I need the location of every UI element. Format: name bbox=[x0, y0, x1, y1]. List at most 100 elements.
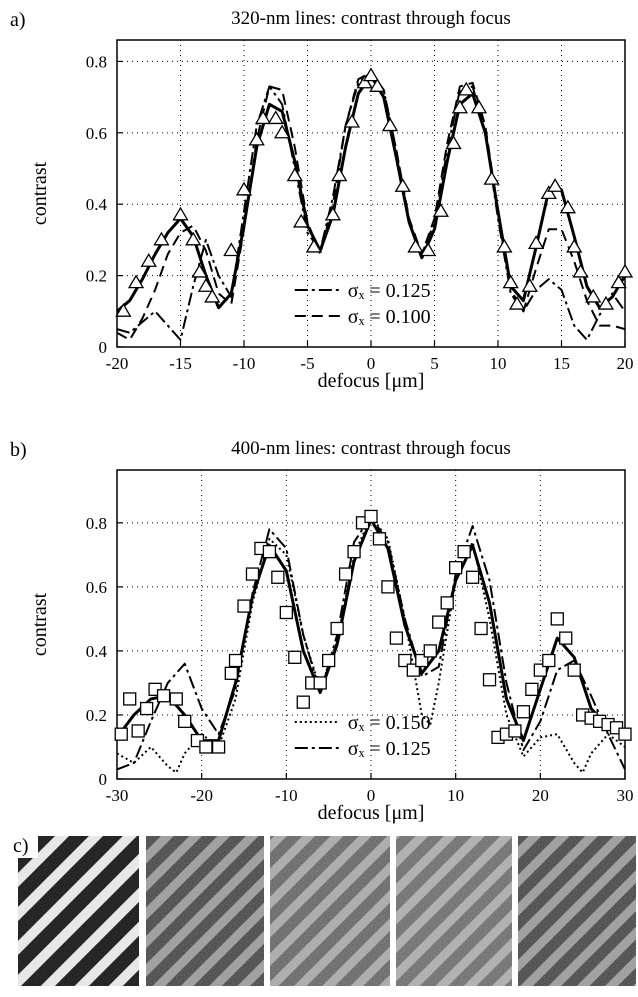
image-noise bbox=[270, 836, 390, 986]
panel-label: a) bbox=[10, 9, 26, 31]
data-point bbox=[508, 724, 522, 738]
x-tick-label: 20 bbox=[532, 786, 549, 805]
data-point bbox=[542, 653, 556, 668]
data-point bbox=[451, 99, 469, 114]
data-point bbox=[172, 206, 189, 221]
data-point bbox=[228, 653, 243, 668]
data-point bbox=[502, 274, 519, 289]
legend-label: σₓ = 0.125 bbox=[348, 738, 431, 760]
data-point bbox=[330, 621, 344, 636]
legend: σₓ = 0.125 σₓ = 0.100 bbox=[294, 280, 431, 328]
data-point bbox=[457, 545, 471, 559]
image-noise bbox=[518, 836, 636, 986]
data-point bbox=[618, 727, 632, 741]
data-point bbox=[114, 727, 128, 741]
image-noise bbox=[18, 836, 139, 986]
data-point bbox=[585, 288, 602, 303]
data-point bbox=[364, 509, 378, 524]
x-tick-label: 0 bbox=[367, 786, 376, 805]
data-point bbox=[559, 199, 576, 214]
data-point bbox=[474, 621, 488, 636]
data-point bbox=[296, 695, 310, 709]
x-axis-label: defocus [μm] bbox=[318, 802, 425, 824]
x-tick-label: 10 bbox=[447, 786, 464, 805]
image-noise bbox=[396, 836, 512, 986]
data-point bbox=[211, 740, 226, 754]
data-point bbox=[470, 99, 488, 114]
data-point bbox=[347, 545, 361, 559]
data-point bbox=[550, 612, 564, 626]
data-point bbox=[245, 567, 260, 581]
data-point bbox=[540, 185, 557, 200]
data-point bbox=[547, 178, 564, 192]
data-point bbox=[267, 110, 284, 125]
data-point bbox=[440, 596, 454, 610]
data-point bbox=[288, 650, 302, 664]
x-tick-label: -15 bbox=[169, 354, 192, 373]
data-point bbox=[273, 124, 291, 139]
data-point bbox=[394, 178, 411, 192]
y-tick-label: 0.6 bbox=[86, 124, 107, 143]
data-point bbox=[139, 701, 154, 716]
x-tick-label: 0 bbox=[367, 354, 376, 373]
data-point bbox=[616, 263, 634, 278]
y-tick-label: 0 bbox=[99, 338, 108, 357]
x-tick-label: 10 bbox=[490, 354, 507, 373]
y-tick-label: 0.2 bbox=[86, 267, 107, 286]
data-point bbox=[508, 295, 526, 310]
label-background bbox=[10, 832, 38, 858]
data-point bbox=[525, 682, 539, 696]
x-tick-label: -20 bbox=[106, 354, 129, 373]
panel-label: b) bbox=[10, 439, 27, 461]
data-point bbox=[572, 263, 589, 278]
data-point bbox=[140, 253, 157, 267]
data-point bbox=[521, 278, 538, 292]
x-tick-label: 15 bbox=[553, 354, 570, 373]
data-point bbox=[254, 110, 272, 125]
x-tick-label: -10 bbox=[275, 786, 298, 805]
image-strip: c) bbox=[10, 832, 636, 986]
x-tick-label: 20 bbox=[617, 354, 634, 373]
data-point bbox=[516, 705, 531, 719]
y-tick-label: 0.2 bbox=[86, 706, 107, 725]
data-point bbox=[248, 131, 265, 146]
data-point bbox=[420, 242, 437, 257]
data-point bbox=[123, 692, 137, 706]
y-tick-label: 0.6 bbox=[86, 578, 107, 597]
panel-label: c) bbox=[13, 835, 29, 857]
y-axis-label: contrast bbox=[29, 161, 51, 225]
legend: σₓ = 0.150 σₓ = 0.125 bbox=[294, 712, 431, 760]
data-point bbox=[237, 599, 251, 613]
data-point bbox=[223, 242, 240, 257]
data-point bbox=[566, 238, 583, 253]
chart-title: 400-nm lines: contrast through focus bbox=[231, 438, 511, 459]
data-point bbox=[407, 238, 424, 253]
legend-label: σₓ = 0.100 bbox=[348, 306, 431, 328]
data-point bbox=[610, 274, 627, 289]
x-tick-label: -10 bbox=[233, 354, 256, 373]
data-point bbox=[156, 689, 171, 703]
data-point bbox=[224, 666, 238, 680]
data-point bbox=[127, 274, 145, 289]
data-point bbox=[271, 570, 285, 584]
data-point bbox=[432, 615, 446, 629]
x-tick-label: -20 bbox=[190, 786, 213, 805]
data-point bbox=[449, 561, 463, 575]
legend-label: σₓ = 0.125 bbox=[348, 280, 431, 302]
data-point bbox=[115, 303, 132, 317]
data-point bbox=[169, 692, 183, 706]
data-point bbox=[279, 605, 293, 620]
data-point bbox=[293, 213, 310, 228]
data-point bbox=[338, 567, 353, 581]
data-point bbox=[199, 740, 213, 754]
data-point bbox=[331, 167, 348, 182]
x-tick-label: -30 bbox=[106, 786, 129, 805]
y-tick-label: 0.4 bbox=[86, 642, 108, 661]
image-noise bbox=[146, 836, 264, 986]
x-tick-label: 5 bbox=[430, 354, 439, 373]
data-point bbox=[381, 117, 399, 132]
legend-label: σₓ = 0.150 bbox=[348, 712, 431, 734]
x-axis-label: defocus [μm] bbox=[318, 370, 425, 392]
data-point bbox=[381, 580, 395, 594]
